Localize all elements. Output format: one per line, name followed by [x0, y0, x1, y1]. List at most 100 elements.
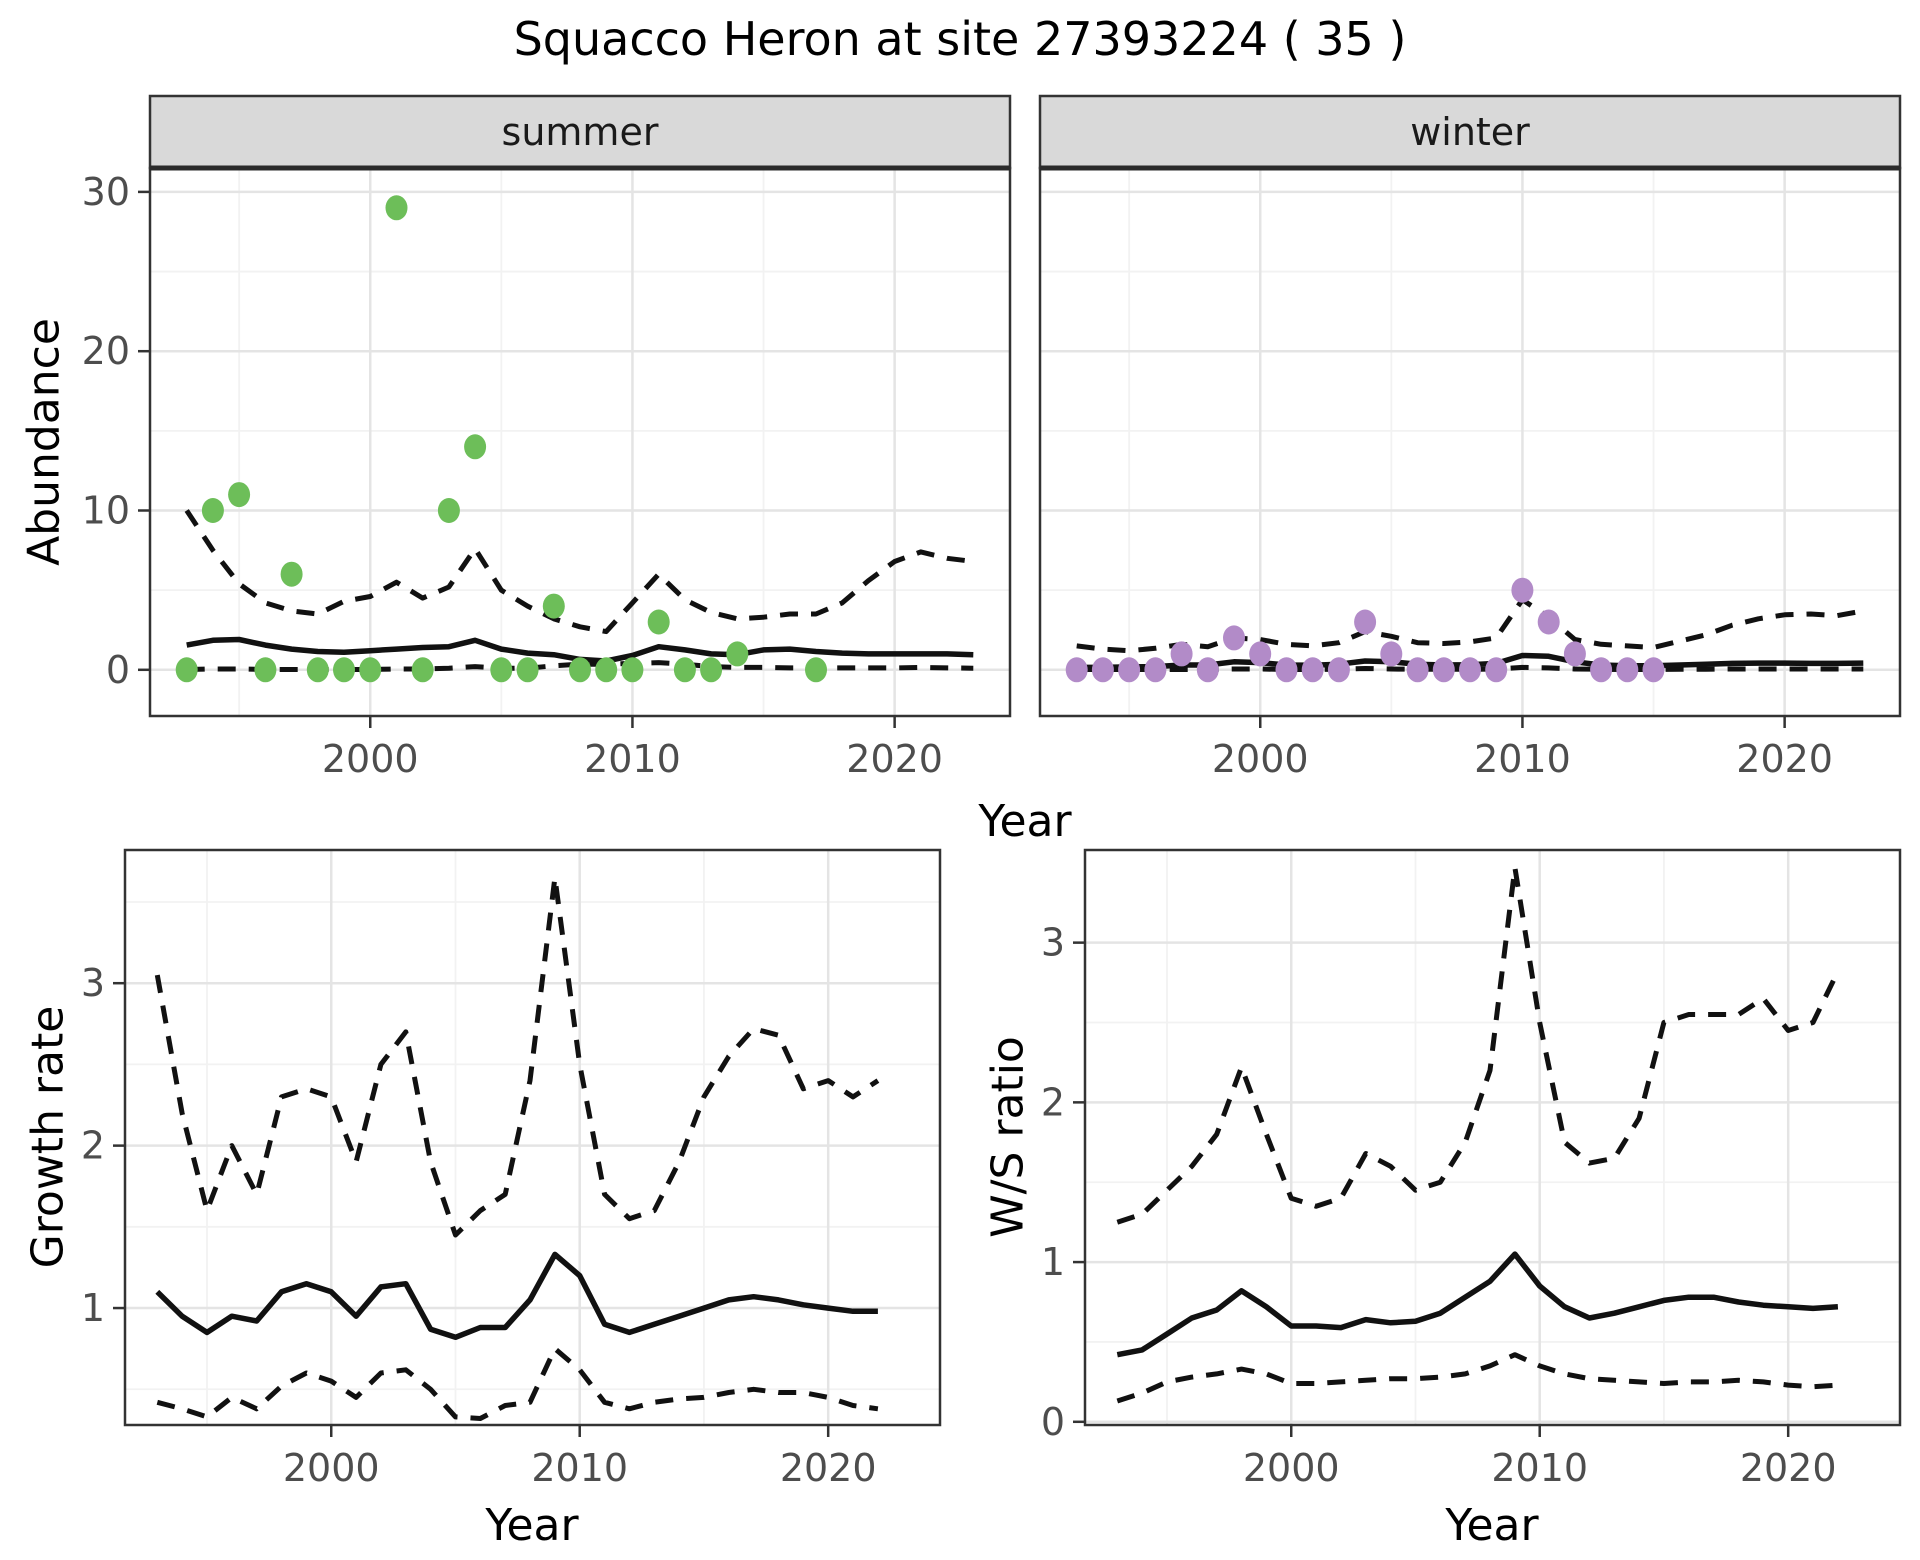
bottom-left-year-axis-label: Year — [485, 1500, 579, 1551]
y-tick-label: 20 — [82, 329, 130, 373]
upper-ci-line — [1116, 865, 1841, 1225]
data-point — [333, 657, 355, 683]
observed-points — [1065, 577, 1665, 683]
data-point — [1432, 657, 1455, 683]
data-point — [490, 657, 513, 683]
x-tick-label: 2010 — [1474, 737, 1571, 781]
ws-ratio-panel: 2000 2010 2020 0 1 2 3 — [1041, 848, 1902, 1490]
y-tick-label: 3 — [81, 961, 105, 1005]
observed-points — [175, 195, 827, 683]
data-point — [1380, 641, 1403, 667]
grid-major — [150, 168, 1010, 716]
upper-ci-line — [154, 875, 880, 1238]
grid-major — [125, 850, 940, 1425]
data-point — [1459, 657, 1481, 683]
data-point — [1616, 657, 1639, 683]
panel-background — [125, 850, 940, 1425]
panel-background — [1085, 850, 1900, 1425]
data-point — [359, 657, 382, 683]
fit-line — [155, 1251, 878, 1341]
data-point — [647, 609, 670, 635]
facet-strip — [148, 94, 1012, 170]
data-point — [385, 195, 408, 221]
lower-ci-line — [1116, 1352, 1839, 1404]
y-tick-label: 2 — [81, 1124, 105, 1168]
data-point — [516, 657, 539, 683]
facet-strip-label: winter — [1410, 110, 1530, 154]
data-point — [1511, 577, 1534, 603]
winter-abundance-panel: winter 2000 2010 2020 — [1038, 94, 1902, 781]
x-tick-label: 2000 — [1212, 737, 1309, 781]
panel-background — [150, 168, 1010, 716]
data-point — [411, 657, 434, 683]
data-point — [306, 657, 329, 683]
data-point — [1537, 609, 1560, 635]
y-tick-label: 30 — [82, 170, 130, 214]
ws-ratio-axis-label: W/S ratio — [982, 1036, 1034, 1238]
x-tick-label: 2010 — [584, 737, 681, 781]
data-point — [437, 498, 460, 523]
panel-background — [1040, 168, 1900, 716]
data-point — [1563, 641, 1586, 667]
data-point — [1065, 657, 1088, 683]
data-point — [1485, 657, 1508, 683]
data-point — [464, 434, 487, 460]
growth-rate-axis-label: Growth rate — [22, 1005, 74, 1269]
data-point — [1406, 657, 1429, 683]
summer-abundance-panel: summer 2000 2010 2020 0 10 20 30 — [82, 94, 1012, 781]
grid-major — [1085, 850, 1900, 1425]
data-point — [228, 482, 251, 508]
data-point — [1301, 657, 1324, 683]
x-tick-label: 2020 — [846, 737, 943, 781]
data-point — [1327, 657, 1350, 683]
x-tick-label: 2010 — [531, 1446, 628, 1490]
y-tick-label: 2 — [1041, 1080, 1065, 1124]
x-tick-label: 2000 — [1243, 1446, 1340, 1490]
data-point — [1590, 657, 1613, 683]
data-point — [542, 593, 565, 619]
data-point — [1249, 641, 1272, 667]
x-tick-label: 2020 — [1740, 1446, 1837, 1490]
bottom-right-year-axis-label: Year — [1445, 1500, 1539, 1551]
x-tick-label: 2010 — [1491, 1446, 1588, 1490]
data-point — [673, 657, 696, 683]
data-point — [621, 657, 644, 683]
plot-title: Squacco Heron at site 27393224 ( 35 ) — [513, 12, 1407, 66]
data-point — [280, 561, 303, 587]
facet-strip-label: summer — [502, 110, 659, 154]
grid-minor — [1040, 168, 1900, 716]
data-point — [1144, 657, 1167, 683]
fit-line — [1116, 1251, 1839, 1358]
data-point — [726, 641, 749, 667]
data-point — [1275, 657, 1298, 683]
panel-border — [123, 848, 942, 1427]
data-point — [1223, 625, 1245, 651]
data-point — [201, 498, 224, 523]
y-tick-label: 1 — [81, 1286, 105, 1330]
lower-ci-line — [156, 1346, 879, 1421]
y-tick-label: 0 — [106, 648, 130, 692]
data-point — [595, 657, 618, 683]
panel-border — [1083, 848, 1902, 1427]
data-point — [1196, 657, 1219, 683]
top-year-axis-label: Year — [978, 796, 1072, 847]
data-point — [1354, 609, 1377, 635]
grid-minor — [150, 168, 1010, 716]
y-tick-label: 1 — [1041, 1240, 1065, 1284]
grid-minor — [1085, 850, 1900, 1425]
data-point — [1091, 657, 1114, 683]
y-tick-label: 3 — [1041, 921, 1065, 965]
data-point — [1118, 657, 1141, 683]
y-tick-label: 10 — [82, 489, 130, 533]
abundance-axis-label: Abundance — [18, 318, 70, 566]
upper-ci-line — [1076, 597, 1864, 654]
y-tick-label: 0 — [1041, 1400, 1065, 1444]
x-tick-label: 2020 — [1736, 737, 1833, 781]
data-point — [569, 657, 591, 683]
x-tick-label: 2000 — [322, 737, 419, 781]
data-point — [1170, 641, 1193, 667]
upper-ci-line — [184, 509, 974, 635]
data-point — [175, 657, 198, 683]
data-point — [805, 657, 827, 683]
